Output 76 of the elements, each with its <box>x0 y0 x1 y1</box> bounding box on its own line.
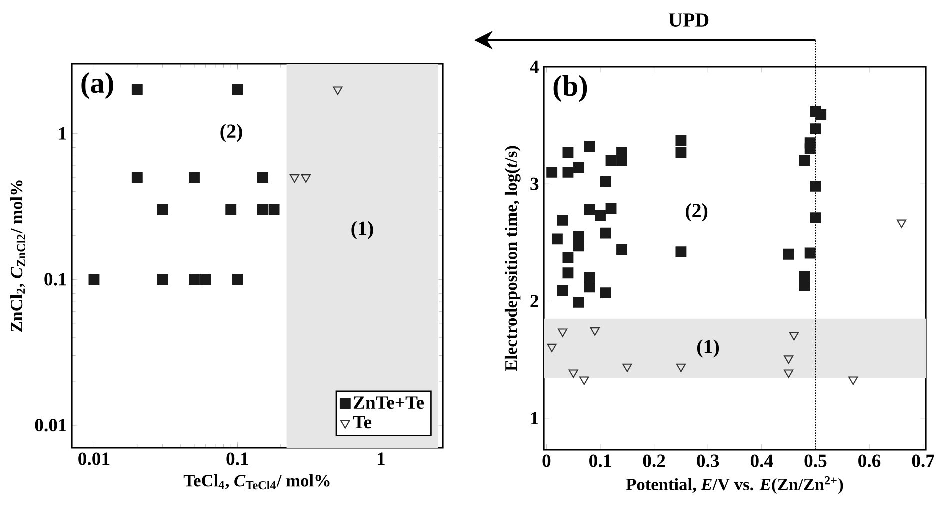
y-tick-label: 1 <box>59 127 66 140</box>
x-tick-label: 0 <box>542 454 551 468</box>
point <box>557 285 568 296</box>
point <box>584 272 596 284</box>
x-tick-label: 1 <box>378 452 385 466</box>
x-tick-label: 0.1 <box>590 454 612 468</box>
point <box>676 364 686 372</box>
point <box>562 147 574 158</box>
point <box>789 332 799 341</box>
point <box>600 176 612 188</box>
point <box>600 288 612 299</box>
point <box>810 124 822 135</box>
point <box>676 246 687 258</box>
point <box>676 147 687 158</box>
y-axis-title: ZnCl$_{2}$, C$_{ZnCl2}$/ mol% <box>10 180 26 332</box>
point <box>568 370 578 378</box>
annotation: (2) <box>220 124 242 142</box>
annotation: (2) <box>686 203 708 222</box>
point <box>580 376 590 386</box>
y-tick-label: 2 <box>530 295 538 308</box>
x-tick-label: 0.5 <box>804 454 827 468</box>
point <box>616 147 628 158</box>
point <box>584 204 596 216</box>
point <box>848 376 858 386</box>
y-tick-label: 3 <box>530 178 539 190</box>
point <box>557 214 568 226</box>
point <box>616 244 628 256</box>
band-label: (1) <box>352 221 374 240</box>
y-tick-label: 4 <box>530 60 539 74</box>
point <box>799 271 810 282</box>
point <box>783 248 794 260</box>
point <box>804 248 816 259</box>
x-tick-label: 0.4 <box>750 454 774 468</box>
x-tick-label: 0.7 <box>912 454 935 468</box>
y-tick-label: 1 <box>531 412 538 425</box>
x-axis-title: Potential, E/V vs. E(Zn/Zn$^{2+}$) <box>626 476 844 494</box>
point <box>574 240 584 252</box>
point <box>595 210 606 222</box>
point <box>552 234 563 245</box>
point <box>574 296 584 308</box>
point <box>584 141 596 152</box>
point <box>804 144 816 154</box>
x-tick-label: 0.1 <box>226 452 248 466</box>
x-axis-title: TeCl$_{4}$, C$_{TeCl4}$/ mol% <box>184 474 330 490</box>
point <box>547 344 557 352</box>
band-label: (1) <box>697 340 720 358</box>
point <box>600 228 612 239</box>
point <box>546 166 558 178</box>
point <box>606 203 617 214</box>
point <box>558 328 568 338</box>
point <box>676 135 687 146</box>
point <box>810 212 822 224</box>
ref-line-label: UPD <box>668 14 709 27</box>
point <box>784 370 794 378</box>
point <box>622 364 632 372</box>
point <box>784 356 794 364</box>
x-tick-label: 0.3 <box>697 454 720 468</box>
x-tick-label: 0.01 <box>78 452 110 466</box>
annotation: (b) <box>554 76 588 102</box>
legend-label: Te <box>353 416 372 429</box>
y-tick-label: 0.1 <box>44 273 66 286</box>
point <box>896 220 907 228</box>
y-tick-label: 0.01 <box>35 419 66 432</box>
point <box>562 268 574 279</box>
point <box>799 155 810 166</box>
point <box>562 166 574 178</box>
legend-label: ZnTe+Te <box>354 396 424 410</box>
annotation: (a) <box>82 72 114 100</box>
point <box>574 162 584 174</box>
point <box>816 110 827 120</box>
point <box>590 328 600 336</box>
x-tick-label: 0.6 <box>858 454 881 468</box>
point <box>606 155 617 166</box>
point <box>810 180 822 192</box>
x-tick-label: 0.2 <box>643 454 666 468</box>
point <box>562 252 574 264</box>
